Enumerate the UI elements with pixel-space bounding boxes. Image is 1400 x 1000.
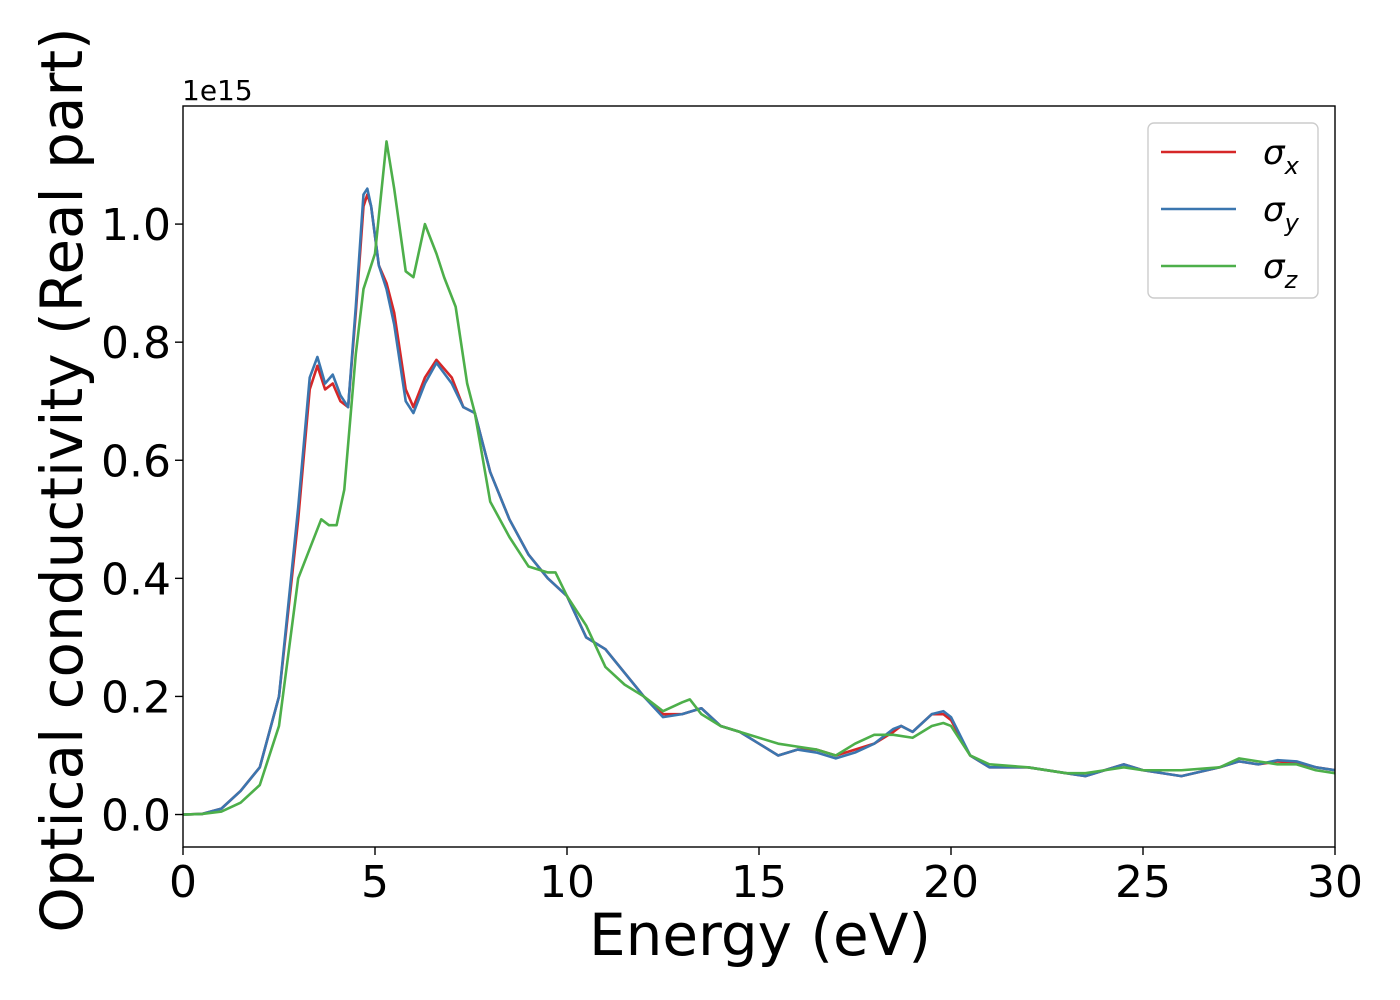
y-axis-label: Optical conductivity (Real part) — [28, 27, 96, 932]
legend-label-subscript: x — [1284, 152, 1300, 180]
legend-label-base: σ — [1263, 133, 1286, 173]
y-tick-label: 0.6 — [101, 436, 171, 487]
y-offset-label: 1e15 — [182, 74, 253, 107]
x-tick-label: 30 — [1307, 857, 1363, 908]
y-tick-label: 0.2 — [101, 672, 171, 723]
y-tick-label: 0.4 — [101, 554, 171, 605]
x-axis-label: Energy (eV) — [589, 901, 931, 969]
legend-label-subscript: y — [1284, 209, 1300, 237]
legend-label-subscript: z — [1284, 266, 1299, 294]
x-tick-label: 25 — [1115, 857, 1171, 908]
x-tick-label: 10 — [539, 857, 595, 908]
legend-label-y: σy — [1263, 190, 1300, 237]
legend-box — [1147, 122, 1319, 299]
y-tick-label: 0.8 — [101, 318, 171, 369]
x-axis: 0 5 10 15 20 25 30 — [169, 847, 1363, 908]
y-tick-label: 1.0 — [101, 200, 171, 251]
y-axis: 0.0 0.2 0.4 0.6 0.8 1.0 — [101, 200, 183, 842]
y-tick-label: 0.0 — [101, 791, 171, 842]
x-tick-label: 0 — [169, 857, 197, 908]
x-tick-label: 20 — [923, 857, 979, 908]
series-line-y — [183, 187, 1335, 816]
legend-label-z: σz — [1263, 247, 1299, 294]
legend-label-x: σx — [1263, 133, 1300, 180]
series-line-z — [183, 140, 1335, 816]
legend-label-base: σ — [1263, 247, 1286, 287]
x-tick-label: 15 — [731, 857, 787, 908]
legend-label-base: σ — [1263, 190, 1286, 230]
x-tick-label: 5 — [361, 857, 389, 908]
